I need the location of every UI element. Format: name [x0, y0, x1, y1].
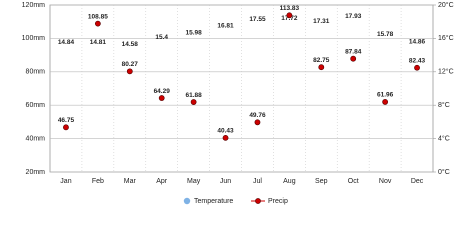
precip-label: 87.84: [345, 48, 362, 55]
temperature-bar: [248, 25, 267, 172]
precip-label: 82.43: [409, 57, 426, 64]
precip-label: 108.85: [88, 13, 108, 20]
y2-tick-label: 12°C: [438, 68, 454, 76]
y2-tick-label: 0°C: [438, 168, 450, 176]
temperature-label: 16.81: [217, 22, 234, 29]
precip-label: 64.29: [154, 88, 171, 95]
precip-point: [158, 95, 165, 101]
precip-point: [222, 134, 229, 141]
y-tick-label: 80mm: [26, 69, 46, 76]
chart: 20mm 40mm 60mm 80mm 100mm 120mm 0°C 4°C 8°C 12°C 1…: [22, 1, 454, 205]
precip-point: [126, 68, 133, 75]
temperature-label: 17.55: [249, 16, 266, 23]
x-tick-label: Sep: [315, 178, 328, 185]
y-tick-label: 60mm: [26, 102, 46, 109]
precip-label: 113.83: [280, 5, 300, 12]
x-tick-label: Jun: [220, 178, 231, 185]
x-tick-label: Aug: [283, 178, 296, 185]
y2-tick-label: 20°C: [438, 1, 454, 9]
precip-label: 61.88: [185, 92, 202, 99]
temperature-label: 17.72: [281, 15, 298, 22]
legend-swatch: [183, 197, 191, 205]
x-tick-label: Feb: [92, 178, 104, 185]
precip-label: 49.76: [249, 112, 266, 119]
precip-point: [94, 20, 101, 27]
y-tick-label: 20mm: [26, 169, 46, 176]
temperature-label: 15.78: [377, 31, 394, 38]
x-tick-label: Nov: [379, 178, 392, 185]
y2-tick-label: 8°C: [438, 101, 450, 109]
precip-label: 82.75: [313, 57, 330, 64]
temperature-label: 14.81: [90, 39, 107, 46]
legend-label: Precip: [268, 198, 288, 205]
temperature-bar: [152, 43, 171, 172]
temperature-bar: [88, 48, 107, 172]
temperature-label: 15.98: [185, 29, 202, 36]
precip-point: [63, 124, 69, 131]
x-tick-label: Oct: [348, 178, 359, 185]
temperature-bar: [312, 27, 331, 172]
legend-label: Temperature: [194, 198, 233, 205]
precip-label: 40.43: [217, 128, 234, 135]
x-tick-label: Apr: [156, 178, 168, 185]
precip-point: [382, 99, 389, 105]
temperature-bar: [376, 40, 395, 172]
precip-label: 46.75: [58, 117, 75, 124]
temperature-label: 17.93: [345, 13, 362, 20]
y-tick-label: 100mm: [22, 35, 46, 42]
x-tick-label: Dec: [411, 178, 424, 185]
temperature-bar: [344, 22, 363, 172]
y2-tick-label: 16°C: [438, 34, 454, 42]
y-tick-label: 40mm: [26, 135, 46, 142]
precip-point: [350, 55, 357, 62]
x-tick-label: Jul: [253, 178, 262, 185]
precip-point: [318, 64, 325, 71]
x-tick-label: May: [187, 178, 201, 185]
temperature-label: 14.58: [122, 41, 139, 48]
temperature-bar: [216, 32, 235, 172]
precip-point: [414, 64, 420, 71]
precip-point: [190, 99, 197, 105]
temperature-bar: [56, 48, 75, 172]
legend-swatch: [255, 198, 261, 204]
temperature-label: 15.4: [155, 34, 168, 41]
precip-label: 80.27: [122, 61, 139, 68]
temperature-bar: [280, 24, 299, 172]
temperature-label: 14.86: [409, 39, 426, 46]
y-tick-label: 120mm: [22, 2, 46, 9]
y2-tick-label: 4°C: [438, 134, 450, 142]
x-tick-label: Mar: [124, 178, 137, 185]
x-tick-label: Jan: [60, 178, 71, 185]
precip-label: 61.96: [377, 92, 394, 99]
precip-point: [286, 12, 293, 19]
temperature-bar: [184, 39, 203, 172]
temperature-label: 14.84: [58, 39, 75, 46]
precip-point: [254, 119, 261, 126]
temperature-label: 17.31: [313, 18, 330, 25]
